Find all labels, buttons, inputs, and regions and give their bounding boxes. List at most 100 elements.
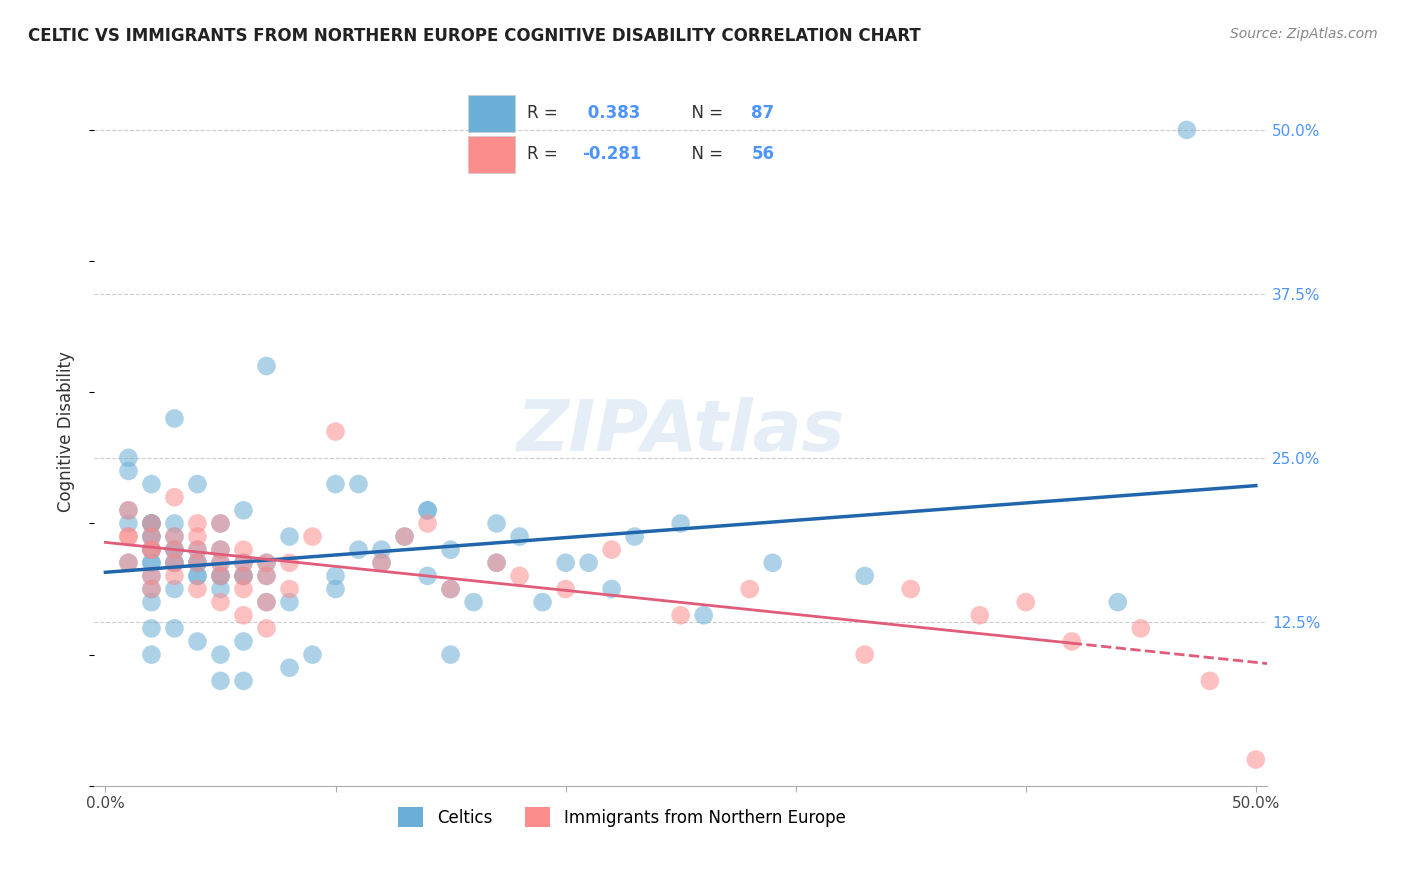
Point <box>186 542 208 557</box>
Point <box>186 542 208 557</box>
Point <box>163 556 186 570</box>
Text: 87: 87 <box>751 104 775 122</box>
Point <box>163 569 186 583</box>
Point <box>163 621 186 635</box>
Point <box>163 582 186 596</box>
Point <box>209 673 232 688</box>
Point <box>141 516 163 531</box>
Point <box>186 516 208 531</box>
Point <box>141 621 163 635</box>
Point <box>1198 673 1220 688</box>
Point <box>141 516 163 531</box>
Point <box>186 569 208 583</box>
Point <box>141 542 163 557</box>
Point <box>186 556 208 570</box>
Point <box>141 477 163 491</box>
Point <box>256 595 278 609</box>
Point <box>117 503 139 517</box>
Point <box>1015 595 1038 609</box>
Point <box>416 516 439 531</box>
Point <box>141 582 163 596</box>
Point <box>141 542 163 557</box>
Point <box>578 556 600 570</box>
Point <box>232 634 254 648</box>
Point <box>141 516 163 531</box>
Point <box>117 464 139 478</box>
Point <box>186 582 208 596</box>
Point <box>232 608 254 623</box>
Point <box>394 530 416 544</box>
Point <box>623 530 645 544</box>
Point <box>209 569 232 583</box>
Point <box>370 556 392 570</box>
Point <box>186 556 208 570</box>
Point <box>163 411 186 425</box>
Point <box>509 530 531 544</box>
Point <box>232 556 254 570</box>
Point <box>669 608 692 623</box>
Point <box>141 542 163 557</box>
Text: -0.281: -0.281 <box>582 145 641 163</box>
Point <box>600 582 623 596</box>
Point <box>278 661 301 675</box>
Point <box>278 595 301 609</box>
FancyBboxPatch shape <box>468 95 515 132</box>
Point <box>141 556 163 570</box>
Point <box>232 582 254 596</box>
Point <box>439 582 461 596</box>
Point <box>232 503 254 517</box>
Point <box>278 556 301 570</box>
Point <box>325 569 347 583</box>
Point <box>209 595 232 609</box>
Point <box>186 556 208 570</box>
Point <box>325 582 347 596</box>
Point <box>669 516 692 531</box>
Point <box>692 608 714 623</box>
Point <box>256 569 278 583</box>
Point <box>301 648 323 662</box>
Point <box>232 673 254 688</box>
Text: N =: N = <box>681 104 728 122</box>
Point <box>1060 634 1083 648</box>
Point <box>1244 753 1267 767</box>
Point <box>325 477 347 491</box>
Point <box>141 556 163 570</box>
Text: ZIPAtlas: ZIPAtlas <box>516 397 845 467</box>
Point <box>325 425 347 439</box>
Point <box>141 569 163 583</box>
Point <box>141 648 163 662</box>
Point <box>163 556 186 570</box>
Point <box>900 582 922 596</box>
Point <box>209 556 232 570</box>
Point <box>232 569 254 583</box>
Point <box>278 530 301 544</box>
Point <box>853 569 876 583</box>
Point <box>163 530 186 544</box>
Y-axis label: Cognitive Disability: Cognitive Disability <box>58 351 75 512</box>
Point <box>209 582 232 596</box>
Point <box>531 595 554 609</box>
Point <box>163 542 186 557</box>
Text: N =: N = <box>681 145 728 163</box>
Point <box>117 450 139 465</box>
Point <box>256 359 278 373</box>
Point <box>347 542 370 557</box>
Point <box>347 477 370 491</box>
Point <box>394 530 416 544</box>
Point <box>509 569 531 583</box>
Point <box>117 556 139 570</box>
Point <box>117 503 139 517</box>
Point <box>163 542 186 557</box>
Text: 0.383: 0.383 <box>582 104 641 122</box>
Point <box>232 569 254 583</box>
Point <box>117 530 139 544</box>
Point <box>186 569 208 583</box>
Point <box>232 556 254 570</box>
Point <box>485 556 508 570</box>
Point <box>439 582 461 596</box>
Point <box>141 530 163 544</box>
Point <box>1129 621 1152 635</box>
Point <box>554 582 576 596</box>
Point <box>209 542 232 557</box>
Point <box>370 556 392 570</box>
